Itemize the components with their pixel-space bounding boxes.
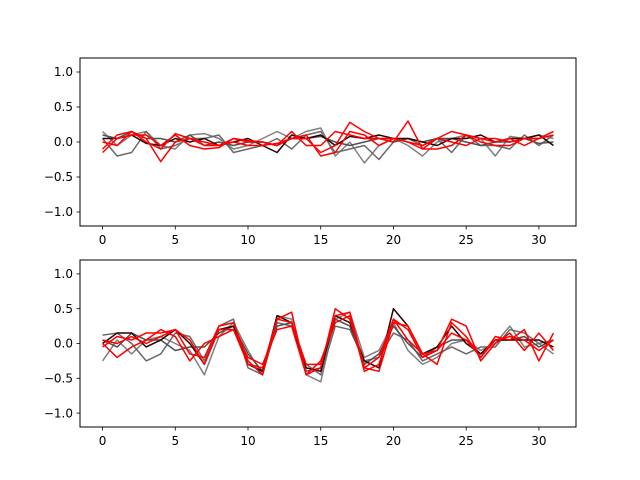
top-x-tick-label: 25 bbox=[459, 233, 474, 247]
top-axes: 0 5 10 15 20 25 30 −1.0 −0.5 0.0 0.5 1.0 bbox=[44, 57, 577, 247]
top-x-tick-label: 20 bbox=[386, 233, 401, 247]
top-series-line-6 bbox=[102, 130, 554, 157]
bottom-x-tick-label: 25 bbox=[459, 434, 474, 448]
top-x-tick-label: 0 bbox=[99, 233, 107, 247]
top-x-tick-label: 5 bbox=[171, 233, 179, 247]
top-y-tick-label: 0.0 bbox=[54, 135, 73, 149]
top-series-line-5 bbox=[102, 120, 554, 154]
bottom-x-tick-label: 20 bbox=[386, 434, 401, 448]
top-x-tick-label: 30 bbox=[531, 233, 546, 247]
bottom-x-tick-label: 0 bbox=[99, 434, 107, 448]
top-x-tick-label: 15 bbox=[313, 233, 328, 247]
top-y-tick-label: 0.5 bbox=[54, 100, 73, 114]
bottom-x-tick-label: 15 bbox=[313, 434, 328, 448]
bottom-axes: 0 5 10 15 20 25 30 −1.0 −0.5 0.0 0.5 1.0 bbox=[44, 259, 577, 448]
bottom-series-line-7 bbox=[102, 311, 555, 373]
top-series-group bbox=[101, 120, 554, 164]
bottom-x-tick-label: 10 bbox=[240, 434, 255, 448]
bottom-y-tick-label: 0.5 bbox=[54, 302, 73, 316]
top-y-tick-label: 1.0 bbox=[54, 65, 73, 79]
bottom-x-tick-label: 30 bbox=[531, 434, 546, 448]
bottom-series-group bbox=[101, 307, 555, 383]
bottom-y-tick-label: 0.0 bbox=[54, 337, 73, 351]
bottom-y-tick-label: −0.5 bbox=[44, 371, 73, 385]
top-series-line-2 bbox=[101, 130, 554, 161]
top-y-tick-label: −0.5 bbox=[44, 170, 73, 184]
top-series-line-7 bbox=[102, 121, 554, 163]
top-x-tick-label: 10 bbox=[240, 233, 255, 247]
bottom-y-tick-label: −1.0 bbox=[44, 406, 73, 420]
top-y-tick-label: −1.0 bbox=[44, 205, 73, 219]
bottom-x-tick-label: 5 bbox=[171, 434, 179, 448]
top-series-line-4 bbox=[102, 134, 554, 154]
bottom-y-tick-label: 1.0 bbox=[54, 267, 73, 281]
